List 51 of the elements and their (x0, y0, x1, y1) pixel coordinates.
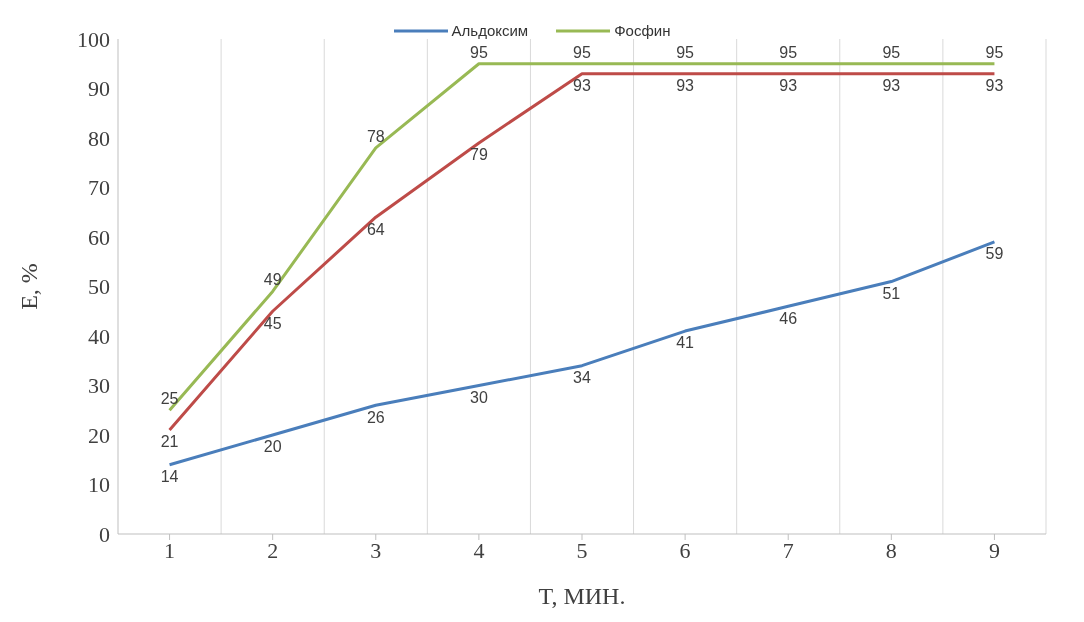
data-label: 78 (366, 127, 385, 145)
data-label: 95 (985, 43, 1004, 61)
data-label: 41 (676, 334, 695, 352)
data-label: 95 (882, 43, 901, 61)
data-label: 95 (469, 43, 488, 61)
x-tick-label: 2 (267, 537, 279, 563)
x-tick-label: 1 (164, 537, 176, 563)
y-tick-label: 80 (88, 125, 110, 151)
legend-label: Фосфин (614, 22, 671, 39)
x-tick-label: 5 (576, 537, 588, 563)
x-tick-label: 9 (988, 537, 1000, 563)
data-label: 95 (779, 43, 798, 61)
y-tick-label: 10 (88, 472, 110, 498)
data-label: 93 (985, 77, 1004, 95)
data-label: 21 (160, 433, 179, 451)
x-tick-label: 8 (885, 537, 897, 563)
data-label: 95 (573, 43, 591, 61)
data-label: 93 (676, 77, 695, 95)
data-label: 49 (263, 271, 282, 289)
data-label: 34 (573, 369, 591, 387)
x-tick-label: 7 (782, 537, 794, 563)
data-label: 64 (366, 220, 385, 238)
data-label: 59 (985, 245, 1004, 263)
y-axis-title: E, % (15, 263, 42, 310)
data-label: 79 (469, 146, 488, 164)
data-label: 14 (160, 468, 179, 486)
x-tick-label: 3 (370, 537, 382, 563)
y-tick-label: 70 (88, 175, 110, 201)
legend-label: Альдоксим (451, 22, 529, 39)
y-tick-label: 0 (99, 521, 110, 547)
y-tick-label: 20 (88, 422, 110, 448)
data-label: 20 (263, 438, 282, 456)
data-label: 93 (882, 77, 901, 95)
y-tick-label: 40 (88, 323, 110, 349)
data-label: 26 (366, 408, 385, 426)
data-label: 46 (779, 309, 798, 327)
x-tick-label: 6 (679, 537, 691, 563)
data-label: 30 (469, 388, 488, 406)
y-tick-label: 50 (88, 274, 110, 300)
data-label: 45 (263, 314, 282, 332)
data-label: 25 (160, 390, 179, 408)
x-tick-label: 4 (473, 537, 485, 563)
data-label: 95 (676, 43, 695, 61)
data-label: 51 (882, 284, 901, 302)
data-label: 93 (779, 77, 798, 95)
y-tick-label: 100 (77, 26, 110, 52)
y-tick-label: 30 (88, 373, 110, 399)
data-label: 93 (573, 77, 591, 95)
y-tick-label: 90 (88, 76, 110, 102)
x-axis-title: T, МИН. (538, 583, 626, 609)
y-tick-label: 60 (88, 224, 110, 250)
